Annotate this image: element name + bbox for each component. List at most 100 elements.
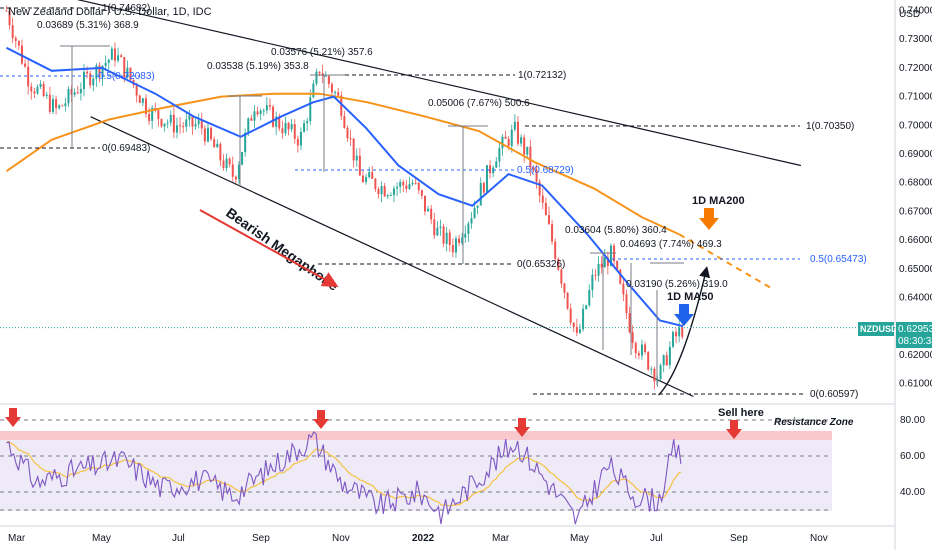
candle-body [594,274,597,276]
candle-body [585,305,588,309]
fib-levels: 1(0.74682) 0.5(0.72083) 0(0.69483) 1(0.7… [0,3,867,400]
price-tick: 0.61000 [899,379,932,390]
candle [222,154,225,171]
candle-body [24,63,27,67]
candle-body [39,83,42,87]
candle [262,108,265,116]
candle-body [73,92,76,95]
candle [662,354,665,373]
candle [454,235,457,258]
candle-body [120,55,123,58]
candle-body [616,261,619,270]
candle [228,157,231,168]
candle [197,113,200,129]
candle-body [622,283,625,295]
candle [210,126,213,141]
megaphone-upper-line [76,0,802,167]
candle [538,179,541,203]
candle-body [473,207,476,219]
candle [327,74,330,89]
candle [417,181,420,195]
candle-body [135,85,138,96]
candle [430,204,433,225]
candle-body [603,257,606,268]
candle-body [144,98,147,114]
candle-body [253,111,256,121]
candle-body [151,108,154,121]
candle [560,267,563,288]
candle-body [82,71,85,90]
candle [5,5,8,12]
candle-body [358,155,361,176]
candle-body [86,71,89,74]
rsi-tick: 40.00 [900,487,925,498]
candle [479,177,482,206]
fib-label-top-2021: 1(0.74682) [102,3,150,14]
candle-body [597,263,600,276]
candle-body [675,331,678,337]
candle [73,88,76,98]
candle [371,166,374,179]
fib-label-jul-low: 0(0.60597) [810,389,858,400]
candle [268,98,271,111]
candle [33,87,36,99]
candle-body [640,344,643,356]
candle-body [123,57,126,78]
candle [191,114,194,135]
candle-body [306,121,309,124]
time-tick: Jul [650,533,663,544]
candle [36,84,39,95]
recovery-projection-arrow [658,266,711,396]
candle [442,223,445,248]
candle-body [175,125,178,133]
megaphone-arrow [199,209,339,287]
price-tick: 0.69000 [899,149,932,160]
candle [647,350,650,372]
candle [185,111,188,132]
candle-body [98,65,101,78]
candle [631,325,634,349]
candle [151,105,154,129]
candle-body [485,165,488,193]
currency-label: USD [899,9,920,20]
candle [628,306,631,334]
ma200-arrow-icon [699,208,719,230]
candle [225,153,228,172]
price-tick: 0.67000 [899,206,932,217]
candle [45,91,48,100]
sell-label: Sell here [718,407,764,419]
candle-body [101,65,104,78]
candle-body [371,172,374,179]
candle-body [461,237,464,244]
candle-body [234,176,237,180]
candle [603,249,606,268]
megaphone-lower-line [90,116,694,398]
candle [241,151,244,166]
candle [234,175,237,184]
resistance-zone [0,431,832,440]
candle [482,181,485,196]
candle-body [197,120,200,125]
candle-body [231,164,234,177]
candle-body [194,124,197,127]
rsi-tick: 80.00 [900,415,925,426]
candle [175,117,178,139]
candle-body [315,71,318,84]
candle-body [420,190,423,196]
candle-body [482,183,485,193]
time-tick: Nov [332,533,350,544]
candle [361,170,364,183]
candle-body [113,48,116,61]
candle [526,146,529,158]
candle-body [470,218,473,224]
rsi-tick: 60.00 [900,451,925,462]
rsi-axis[interactable]: 80.00 60.00 40.00 [900,415,925,498]
candle [665,351,668,367]
candle [671,330,674,349]
time-axis[interactable]: Mar May Jul Sep Nov 2022 Mar May Jul Sep… [8,533,828,544]
candle-body [213,139,216,148]
candle [386,193,389,200]
candle [594,269,597,281]
candle-body [45,94,48,96]
